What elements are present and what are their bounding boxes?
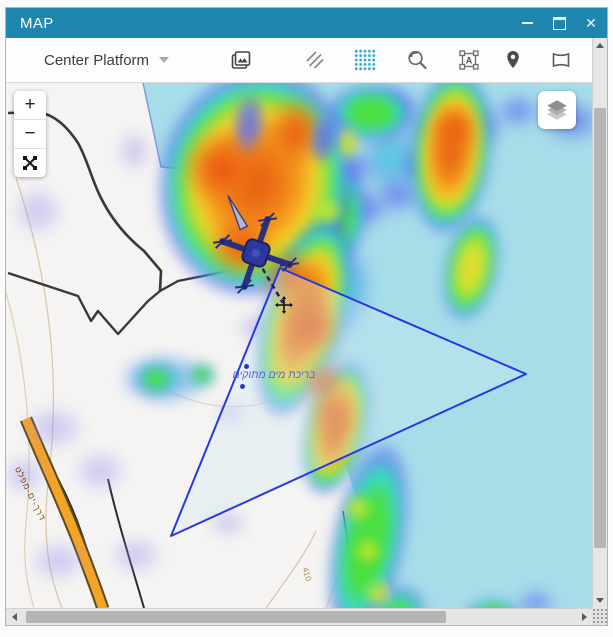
overlay-vectors bbox=[170, 260, 527, 537]
layers-button[interactable] bbox=[538, 91, 576, 129]
chevron-down-icon bbox=[159, 57, 170, 63]
main-row: Center Platform bbox=[6, 38, 607, 609]
close-icon: ✕ bbox=[585, 15, 597, 31]
fit-extent-button[interactable] bbox=[14, 149, 46, 177]
point-marker bbox=[243, 363, 249, 369]
window-title: MAP bbox=[20, 14, 54, 32]
point-marker bbox=[239, 383, 245, 389]
minimize-icon bbox=[521, 22, 533, 24]
minus-icon: − bbox=[24, 123, 36, 144]
arrow-up-icon bbox=[596, 43, 604, 48]
target-crosshair-icon bbox=[275, 296, 293, 314]
scroll-right-button[interactable] bbox=[576, 609, 592, 625]
minimize-button[interactable] bbox=[511, 8, 543, 38]
zoom-out-button[interactable]: − bbox=[14, 120, 46, 149]
arrow-left-icon bbox=[11, 613, 17, 621]
image-overlay-icon[interactable] bbox=[228, 47, 254, 73]
platform-selector[interactable]: Center Platform bbox=[44, 38, 170, 82]
resize-grip[interactable] bbox=[592, 608, 607, 625]
vertical-scrollbar-thumb[interactable] bbox=[594, 108, 606, 548]
coastline-path bbox=[7, 110, 163, 292]
horizontal-scrollbar[interactable] bbox=[6, 608, 592, 625]
mission-triangle bbox=[170, 267, 527, 537]
arrow-right-icon bbox=[581, 613, 587, 621]
scroll-up-button[interactable] bbox=[593, 38, 607, 53]
water-feature-label: בריכת מים מתוקים bbox=[232, 369, 316, 381]
drone-target-line bbox=[256, 260, 285, 304]
heatmap-dots-icon[interactable] bbox=[352, 47, 378, 73]
toolbar: Center Platform bbox=[6, 38, 592, 83]
maximize-button[interactable] bbox=[543, 8, 575, 38]
dot-grid bbox=[354, 49, 376, 71]
drone-marker[interactable] bbox=[211, 183, 301, 303]
zoom-in-button[interactable]: + bbox=[14, 91, 46, 120]
text-select-icon[interactable]: A bbox=[456, 47, 482, 73]
platform-selector-label: Center Platform bbox=[44, 51, 150, 69]
location-pin-icon[interactable] bbox=[500, 47, 526, 73]
close-button[interactable]: ✕ bbox=[575, 8, 607, 38]
titlebar[interactable]: MAP ✕ bbox=[6, 8, 607, 38]
layers-icon bbox=[547, 100, 567, 120]
marker-layer bbox=[6, 83, 592, 609]
hatch-pattern-icon[interactable] bbox=[302, 47, 328, 73]
bottom-row bbox=[6, 608, 607, 625]
horizontal-scrollbar-thumb[interactable] bbox=[26, 611, 446, 623]
vertical-scrollbar[interactable] bbox=[592, 38, 607, 608]
maximize-icon bbox=[552, 16, 566, 30]
svg-text:A: A bbox=[466, 55, 473, 65]
zoom-controls: + − bbox=[14, 91, 46, 177]
map-window: MAP ✕ Center Platform bbox=[5, 7, 608, 626]
fit-extent-icon bbox=[23, 156, 37, 170]
window-controls: ✕ bbox=[511, 8, 607, 38]
scroll-left-button[interactable] bbox=[6, 609, 22, 625]
reset-zoom-icon[interactable] bbox=[404, 47, 430, 73]
extent-frame-icon[interactable] bbox=[548, 47, 574, 73]
arrow-down-icon bbox=[596, 598, 604, 603]
plus-icon: + bbox=[24, 94, 36, 115]
left-column: Center Platform bbox=[6, 38, 592, 609]
scroll-down-button[interactable] bbox=[593, 593, 607, 608]
map-viewport[interactable]: בריכת מים מתוקים דרך-ים-מפלט 410 + − bbox=[6, 83, 592, 609]
